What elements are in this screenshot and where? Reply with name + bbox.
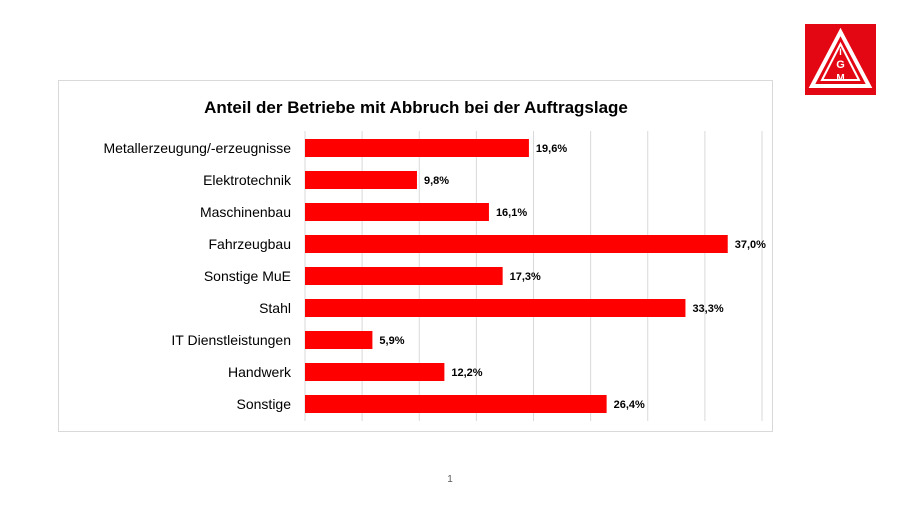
chart-area: Anteil der Betriebe mit Abbruch bei der … bbox=[58, 80, 773, 432]
category-label: Maschinenbau bbox=[200, 204, 291, 220]
data-label: 5,9% bbox=[379, 335, 404, 347]
labels: Metallerzeugung/-erzeugnisse 19,6% Elektro… bbox=[103, 140, 766, 412]
igm-logo: I G M bbox=[805, 24, 876, 95]
igm-logo-mark: I G M bbox=[808, 27, 873, 88]
bar bbox=[305, 331, 373, 349]
category-label: Handwerk bbox=[228, 364, 292, 380]
data-label: 37,0% bbox=[735, 239, 766, 251]
svg-text:G: G bbox=[836, 59, 845, 71]
bar bbox=[305, 363, 445, 381]
category-label: Fahrzeugbau bbox=[208, 236, 291, 252]
bar bbox=[305, 171, 417, 189]
svg-text:M: M bbox=[836, 73, 844, 84]
category-label: Elektrotechnik bbox=[203, 172, 292, 188]
chart-title: Anteil der Betriebe mit Abbruch bei der … bbox=[204, 98, 628, 117]
category-label: IT Dienstleistungen bbox=[171, 332, 291, 348]
data-label: 33,3% bbox=[692, 303, 723, 315]
bar bbox=[305, 139, 529, 157]
bar bbox=[305, 235, 728, 253]
data-label: 17,3% bbox=[510, 271, 541, 283]
category-label: Sonstige MuE bbox=[204, 268, 291, 284]
data-label: 19,6% bbox=[536, 143, 567, 155]
data-label: 9,8% bbox=[424, 175, 449, 187]
data-label: 26,4% bbox=[614, 399, 645, 411]
category-label: Metallerzeugung/-erzeugnisse bbox=[103, 140, 291, 156]
category-label: Stahl bbox=[259, 300, 291, 316]
page-number: 1 bbox=[447, 474, 453, 485]
bar bbox=[305, 299, 686, 317]
category-label: Sonstige bbox=[237, 396, 292, 412]
svg-text:I: I bbox=[839, 47, 842, 57]
bar bbox=[305, 267, 503, 285]
bar-chart: Anteil der Betriebe mit Abbruch bei der … bbox=[103, 98, 766, 421]
bars bbox=[305, 139, 728, 413]
data-label: 16,1% bbox=[496, 207, 527, 219]
bar bbox=[305, 395, 607, 413]
bar bbox=[305, 203, 489, 221]
data-label: 12,2% bbox=[451, 367, 482, 379]
